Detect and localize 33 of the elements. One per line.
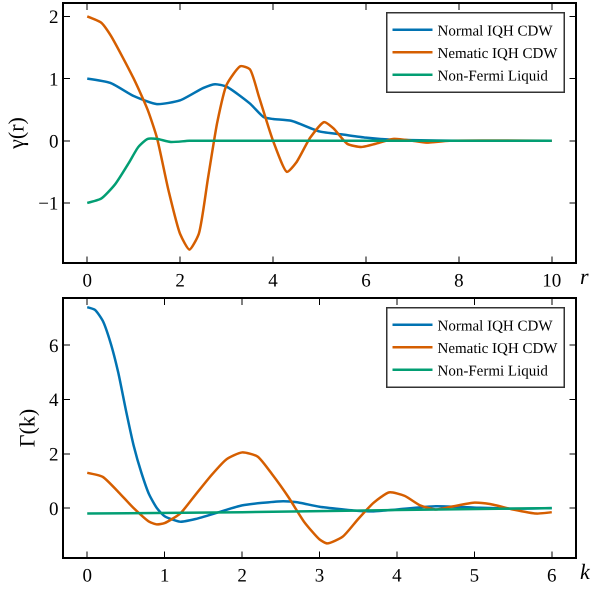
y-axis-title: Γ(k)	[14, 408, 40, 448]
line-series	[86, 137, 554, 204]
x-tick-label: 5	[470, 566, 480, 587]
x-tick-label: 0	[82, 566, 92, 587]
x-tick-label: 6	[547, 566, 557, 587]
legend-label: Non-Fermi Liquid	[438, 364, 548, 380]
legend-label: Nematic IQH CDW	[438, 341, 558, 358]
y-tick-label: 1	[48, 69, 58, 90]
x-tick-label: 2	[237, 566, 247, 587]
y-tick-label: −1	[38, 194, 58, 215]
x-tick-label: 6	[361, 270, 371, 292]
line-series	[86, 451, 554, 545]
legend-label: Non-Fermi Liquid	[438, 68, 548, 85]
y-tick-label: 2	[48, 7, 58, 28]
x-axis-title: r	[580, 264, 589, 289]
x-tick-label: 4	[392, 566, 402, 587]
legend-label: Normal IQH CDW	[438, 318, 554, 335]
x-tick-label: 10	[542, 270, 562, 292]
y-tick-label: 4	[48, 390, 59, 412]
x-tick-label: 0	[82, 270, 92, 292]
y-axis-title: γ(r)	[4, 117, 29, 150]
x-tick-label: 2	[175, 270, 185, 292]
x-tick-label: 8	[454, 270, 464, 292]
x-tick-label: 3	[314, 566, 324, 587]
legend-label: Normal IQH CDW	[438, 24, 554, 40]
x-axis-title: k	[580, 559, 591, 584]
y-tick-label: 2	[48, 444, 58, 466]
y-tick-label: 6	[48, 336, 58, 357]
y-tick-label: 0	[48, 131, 58, 152]
x-tick-label: 1	[160, 566, 170, 587]
y-tick-label: 0	[48, 498, 58, 520]
legend-label: Nematic IQH CDW	[438, 46, 558, 62]
x-tick-label: 4	[268, 270, 278, 292]
